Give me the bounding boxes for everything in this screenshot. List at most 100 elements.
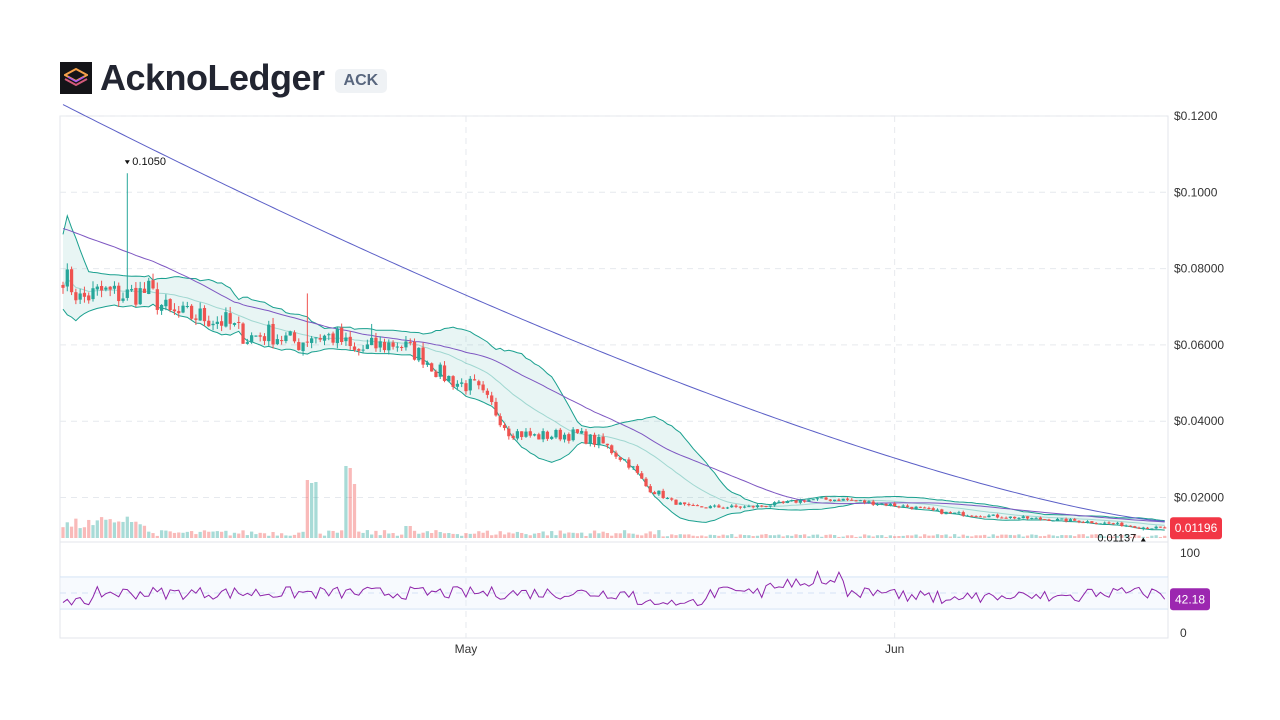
candle-body [305, 341, 309, 343]
candle-body [880, 503, 884, 505]
candle-body [837, 499, 841, 501]
candle-body [562, 434, 567, 440]
bollinger-fill [63, 215, 1165, 531]
candle-body [532, 434, 537, 436]
volume-bar [841, 536, 845, 538]
candle-body [605, 443, 610, 446]
candle-body [987, 515, 991, 518]
candle-body [438, 364, 442, 377]
candle-body [781, 501, 785, 503]
volume-bar [730, 534, 734, 538]
candle-body [271, 323, 275, 345]
candle-body [528, 431, 532, 436]
volume-bar [893, 536, 897, 538]
candle-body [1047, 519, 1051, 521]
candle-body [863, 500, 867, 503]
volume-bar [802, 534, 807, 538]
candle-body [352, 346, 357, 350]
candle-body [155, 289, 159, 310]
volume-bar [408, 526, 412, 538]
last-price-tag [1170, 517, 1222, 540]
candle-body [717, 505, 721, 508]
volume-bar [331, 530, 335, 538]
volume-bar [1103, 536, 1107, 538]
candle-body [584, 431, 588, 444]
volume-bar [74, 518, 78, 538]
high-arrow-icon [124, 160, 130, 165]
volume-bar [682, 534, 687, 538]
volume-bar [172, 532, 177, 538]
volume-bar [177, 532, 181, 538]
candle-body [618, 457, 622, 460]
candle-body [918, 506, 922, 508]
volume-bar [198, 531, 202, 538]
candle-body [87, 295, 91, 301]
candle-body [1137, 527, 1141, 529]
candle-body [391, 342, 395, 347]
candle-body [725, 507, 730, 509]
volume-bar [601, 531, 605, 538]
volume-bar [524, 534, 528, 538]
volume-bar [241, 530, 245, 538]
volume-bar [704, 536, 708, 538]
candle-body [614, 452, 618, 457]
candle-body [159, 304, 164, 311]
volume-bar [164, 530, 168, 538]
volume-bar [1154, 535, 1158, 538]
candle-body [494, 401, 498, 416]
volume-bar [537, 533, 541, 538]
volume-bar [262, 533, 267, 538]
volume-bar [468, 533, 472, 538]
volume-bar [755, 535, 760, 538]
volume-bar [781, 536, 785, 538]
candle-body [794, 500, 798, 503]
volume-bar [310, 483, 314, 538]
candle-body [1098, 523, 1103, 525]
bollinger-mid [62, 277, 1165, 526]
volume-bar [1038, 536, 1043, 538]
candle-body [498, 416, 502, 426]
volume-bar [785, 535, 790, 538]
volume-bar [511, 533, 515, 538]
volume-bar [845, 535, 850, 538]
volume-bar [935, 534, 940, 538]
candle-body [177, 311, 181, 314]
volume-bar [910, 535, 914, 538]
volume-bar [460, 535, 464, 538]
volume-bars [61, 466, 1167, 538]
volume-bar [1137, 535, 1141, 538]
candle-body [91, 288, 95, 300]
volume-bar [1133, 534, 1137, 538]
volume-bar [515, 531, 520, 538]
candle-body [262, 336, 267, 341]
candle-body [567, 434, 571, 441]
candle-body [395, 346, 400, 348]
candle-body [288, 331, 292, 336]
volume-bar [871, 536, 875, 538]
volume-bar [121, 521, 125, 538]
volume-bar [447, 533, 451, 538]
volume-bar [237, 533, 241, 538]
volume-bar [558, 530, 562, 538]
volume-bar [995, 535, 1000, 538]
candle-body [970, 515, 974, 517]
candle-body [524, 431, 528, 437]
volume-bar [361, 532, 365, 538]
volume-bar [1021, 536, 1025, 538]
candle-body [327, 334, 331, 336]
candle-body [164, 299, 168, 307]
volume-bar [863, 534, 867, 538]
volume-bar [275, 535, 279, 538]
candle-body [297, 342, 301, 350]
volume-bar [708, 534, 712, 538]
volume-bar [391, 533, 395, 538]
candle-body [134, 287, 138, 305]
volume-bar [635, 534, 640, 538]
volume-bar [854, 536, 858, 538]
candle-body [241, 323, 245, 344]
candle-body [635, 465, 640, 473]
candle-body [138, 288, 142, 305]
bollinger-upper [62, 213, 1165, 522]
y-axis-tick-label: $0.1000 [1174, 185, 1218, 199]
